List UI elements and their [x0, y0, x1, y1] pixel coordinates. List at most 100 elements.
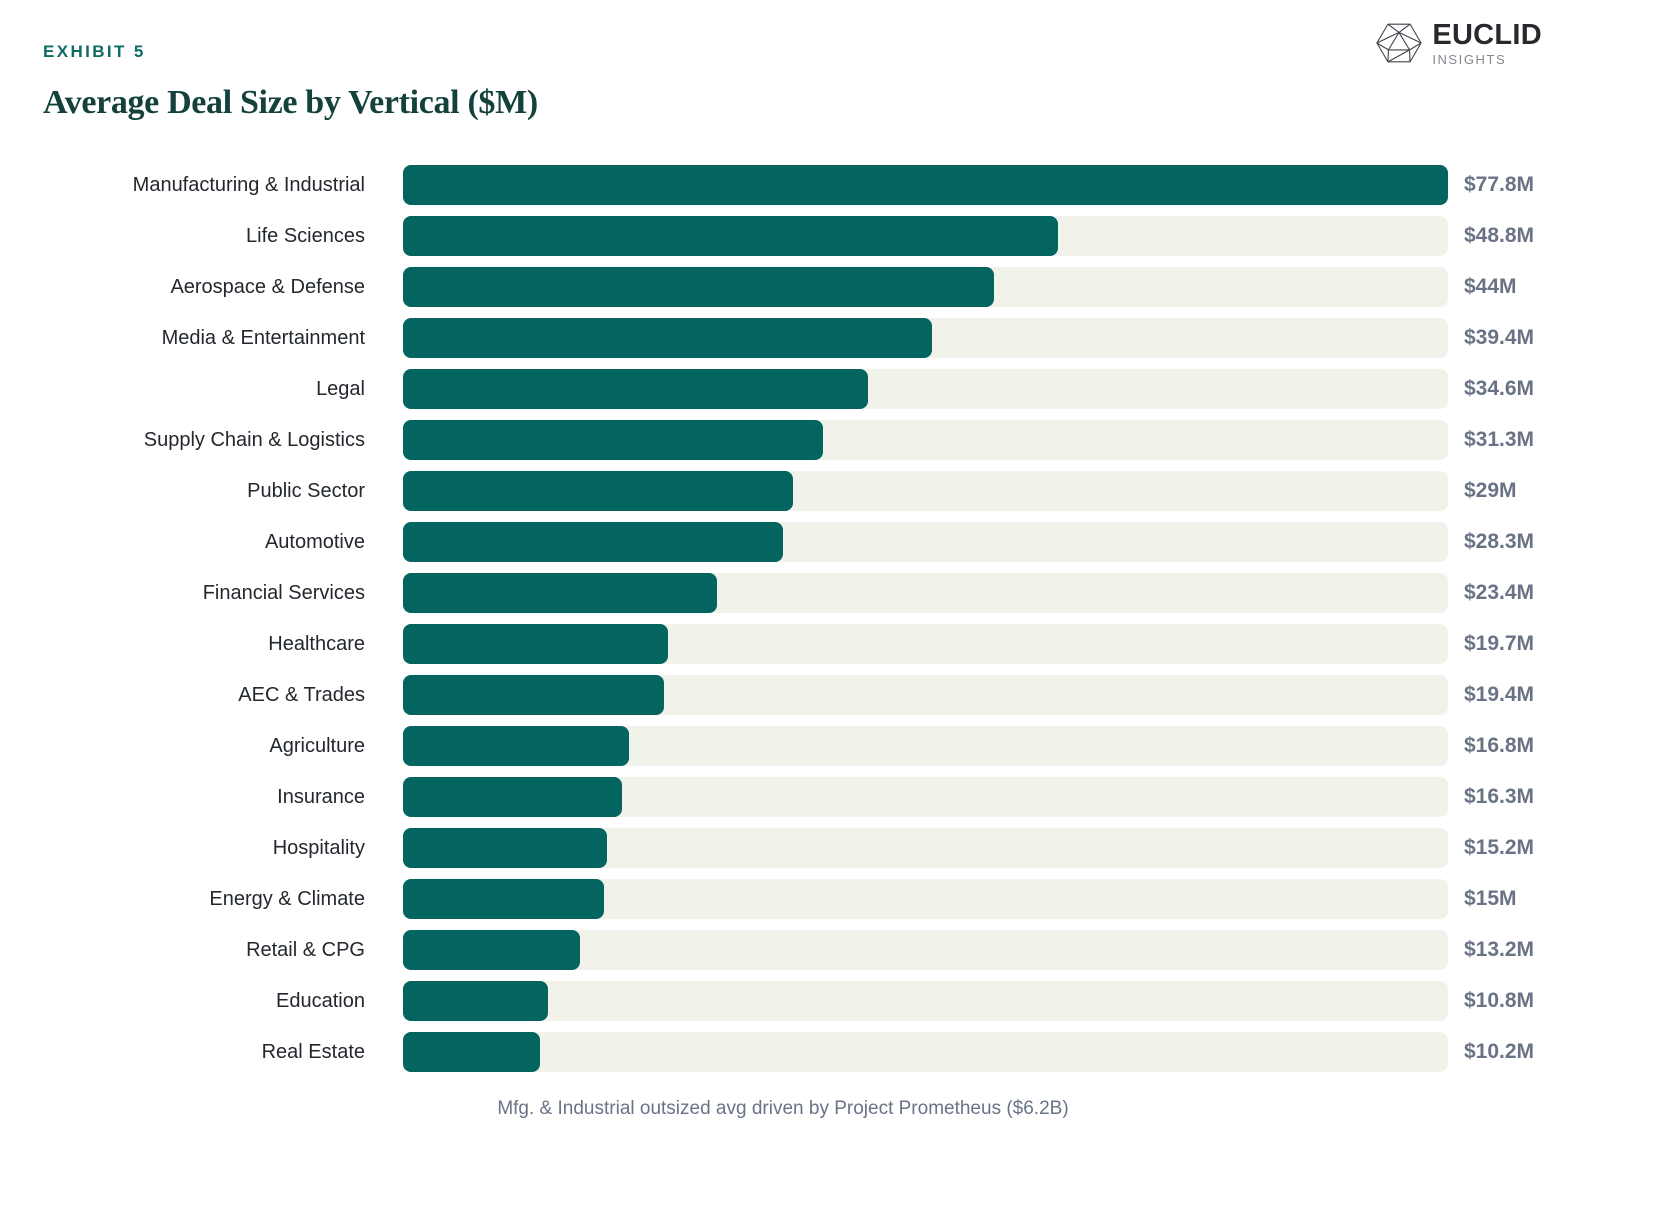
- category-label: Healthcare: [268, 632, 365, 655]
- chart-row: Aerospace & Defense $44M: [43, 267, 1560, 307]
- bar: [403, 981, 549, 1021]
- value-label: $44M: [1464, 275, 1517, 298]
- bar: [403, 522, 784, 562]
- bar-track-cell: [365, 216, 1448, 256]
- value-label: $10.8M: [1464, 989, 1535, 1012]
- bar: [403, 318, 933, 358]
- chart-row: Energy & Climate $15M: [43, 879, 1560, 919]
- bar: [403, 165, 1448, 205]
- chart-row: Retail & CPG $13.2M: [43, 930, 1560, 970]
- chart-row: Public Sector $29M: [43, 471, 1560, 511]
- chart-row: Education $10.8M: [43, 981, 1560, 1021]
- chart-row: Media & Entertainment $39.4M: [43, 318, 1560, 358]
- bar-track: [403, 1032, 1448, 1072]
- bar: [403, 777, 622, 817]
- chart-row: Supply Chain & Logistics $31.3M: [43, 420, 1560, 460]
- bar-track: [403, 828, 1448, 868]
- logo-text: EUCLID INSIGHTS: [1432, 18, 1542, 67]
- value-label: $16.3M: [1464, 785, 1535, 808]
- value-label: $13.2M: [1464, 938, 1535, 961]
- bar: [403, 1032, 540, 1072]
- value-label: $15.2M: [1464, 836, 1535, 859]
- bar-track: [403, 726, 1448, 766]
- euclid-logo: EUCLID INSIGHTS: [1376, 20, 1542, 66]
- bar-track-cell: [365, 981, 1448, 1021]
- category-label: Aerospace & Defense: [170, 275, 365, 298]
- value-label: $48.8M: [1464, 224, 1535, 247]
- value-label: $28.3M: [1464, 530, 1535, 553]
- bar: [403, 573, 718, 613]
- bar: [403, 624, 668, 664]
- bar-track-cell: [365, 573, 1448, 613]
- bar-track: [403, 573, 1448, 613]
- chart-row: AEC & Trades $19.4M: [43, 675, 1560, 715]
- bar-track: [403, 981, 1448, 1021]
- bar-track-cell: [365, 726, 1448, 766]
- category-label: Legal: [316, 377, 365, 400]
- bar: [403, 828, 608, 868]
- bar: [403, 216, 1059, 256]
- category-label: Energy & Climate: [209, 887, 365, 910]
- bar-track: [403, 777, 1448, 817]
- bar-track-cell: [365, 267, 1448, 307]
- bar-track-cell: [365, 675, 1448, 715]
- bar: [403, 267, 995, 307]
- bar-track: [403, 318, 1448, 358]
- category-label: Media & Entertainment: [161, 326, 365, 349]
- value-label: $31.3M: [1464, 428, 1535, 451]
- value-label: $77.8M: [1464, 173, 1535, 196]
- bar-track: [403, 216, 1448, 256]
- category-label: Life Sciences: [246, 224, 365, 247]
- bar-track: [403, 624, 1448, 664]
- value-label: $15M: [1464, 887, 1517, 910]
- value-label: $16.8M: [1464, 734, 1535, 757]
- bar-track: [403, 522, 1448, 562]
- bar: [403, 879, 605, 919]
- value-label: $19.4M: [1464, 683, 1535, 706]
- chart-row: Hospitality $15.2M: [43, 828, 1560, 868]
- chart-row: Agriculture $16.8M: [43, 726, 1560, 766]
- bar: [403, 369, 868, 409]
- category-label: Retail & CPG: [246, 938, 365, 961]
- bar-track-cell: [365, 165, 1448, 205]
- bar-track: [403, 930, 1448, 970]
- bar-track-cell: [365, 1032, 1448, 1072]
- page-title: Average Deal Size by Vertical ($M): [43, 84, 538, 121]
- logo-name: EUCLID: [1432, 18, 1542, 51]
- bar: [403, 675, 664, 715]
- logo-subtitle: INSIGHTS: [1432, 51, 1507, 67]
- chart-row: Life Sciences $48.8M: [43, 216, 1560, 256]
- category-label: Real Estate: [261, 1040, 365, 1063]
- bar: [403, 726, 629, 766]
- chart-row: Insurance $16.3M: [43, 777, 1560, 817]
- bar-track: [403, 879, 1448, 919]
- value-label: $19.7M: [1464, 632, 1535, 655]
- bar-track-cell: [365, 777, 1448, 817]
- bar-track-cell: [365, 369, 1448, 409]
- bar: [403, 420, 824, 460]
- category-label: Financial Services: [202, 581, 365, 604]
- value-label: $34.6M: [1464, 377, 1535, 400]
- bar: [403, 930, 581, 970]
- category-label: Supply Chain & Logistics: [143, 428, 365, 451]
- bar-track-cell: [365, 828, 1448, 868]
- bar-track-cell: [365, 471, 1448, 511]
- icosahedron-wireframe-icon: [1376, 23, 1422, 63]
- bar-track: [403, 471, 1448, 511]
- category-label: AEC & Trades: [238, 683, 365, 706]
- chart-row: Automotive $28.3M: [43, 522, 1560, 562]
- bar-track: [403, 165, 1448, 205]
- bar-track-cell: [365, 624, 1448, 664]
- bar-track-cell: [365, 879, 1448, 919]
- category-label: Manufacturing & Industrial: [132, 173, 365, 196]
- value-label: $23.4M: [1464, 581, 1535, 604]
- bar-track: [403, 267, 1448, 307]
- bar-track: [403, 675, 1448, 715]
- chart-row: Healthcare $19.7M: [43, 624, 1560, 664]
- bar-track-cell: [365, 420, 1448, 460]
- bar-track: [403, 420, 1448, 460]
- category-label: Automotive: [264, 530, 365, 553]
- exhibit-label: EXHIBIT 5: [43, 42, 146, 61]
- category-label: Agriculture: [269, 734, 365, 757]
